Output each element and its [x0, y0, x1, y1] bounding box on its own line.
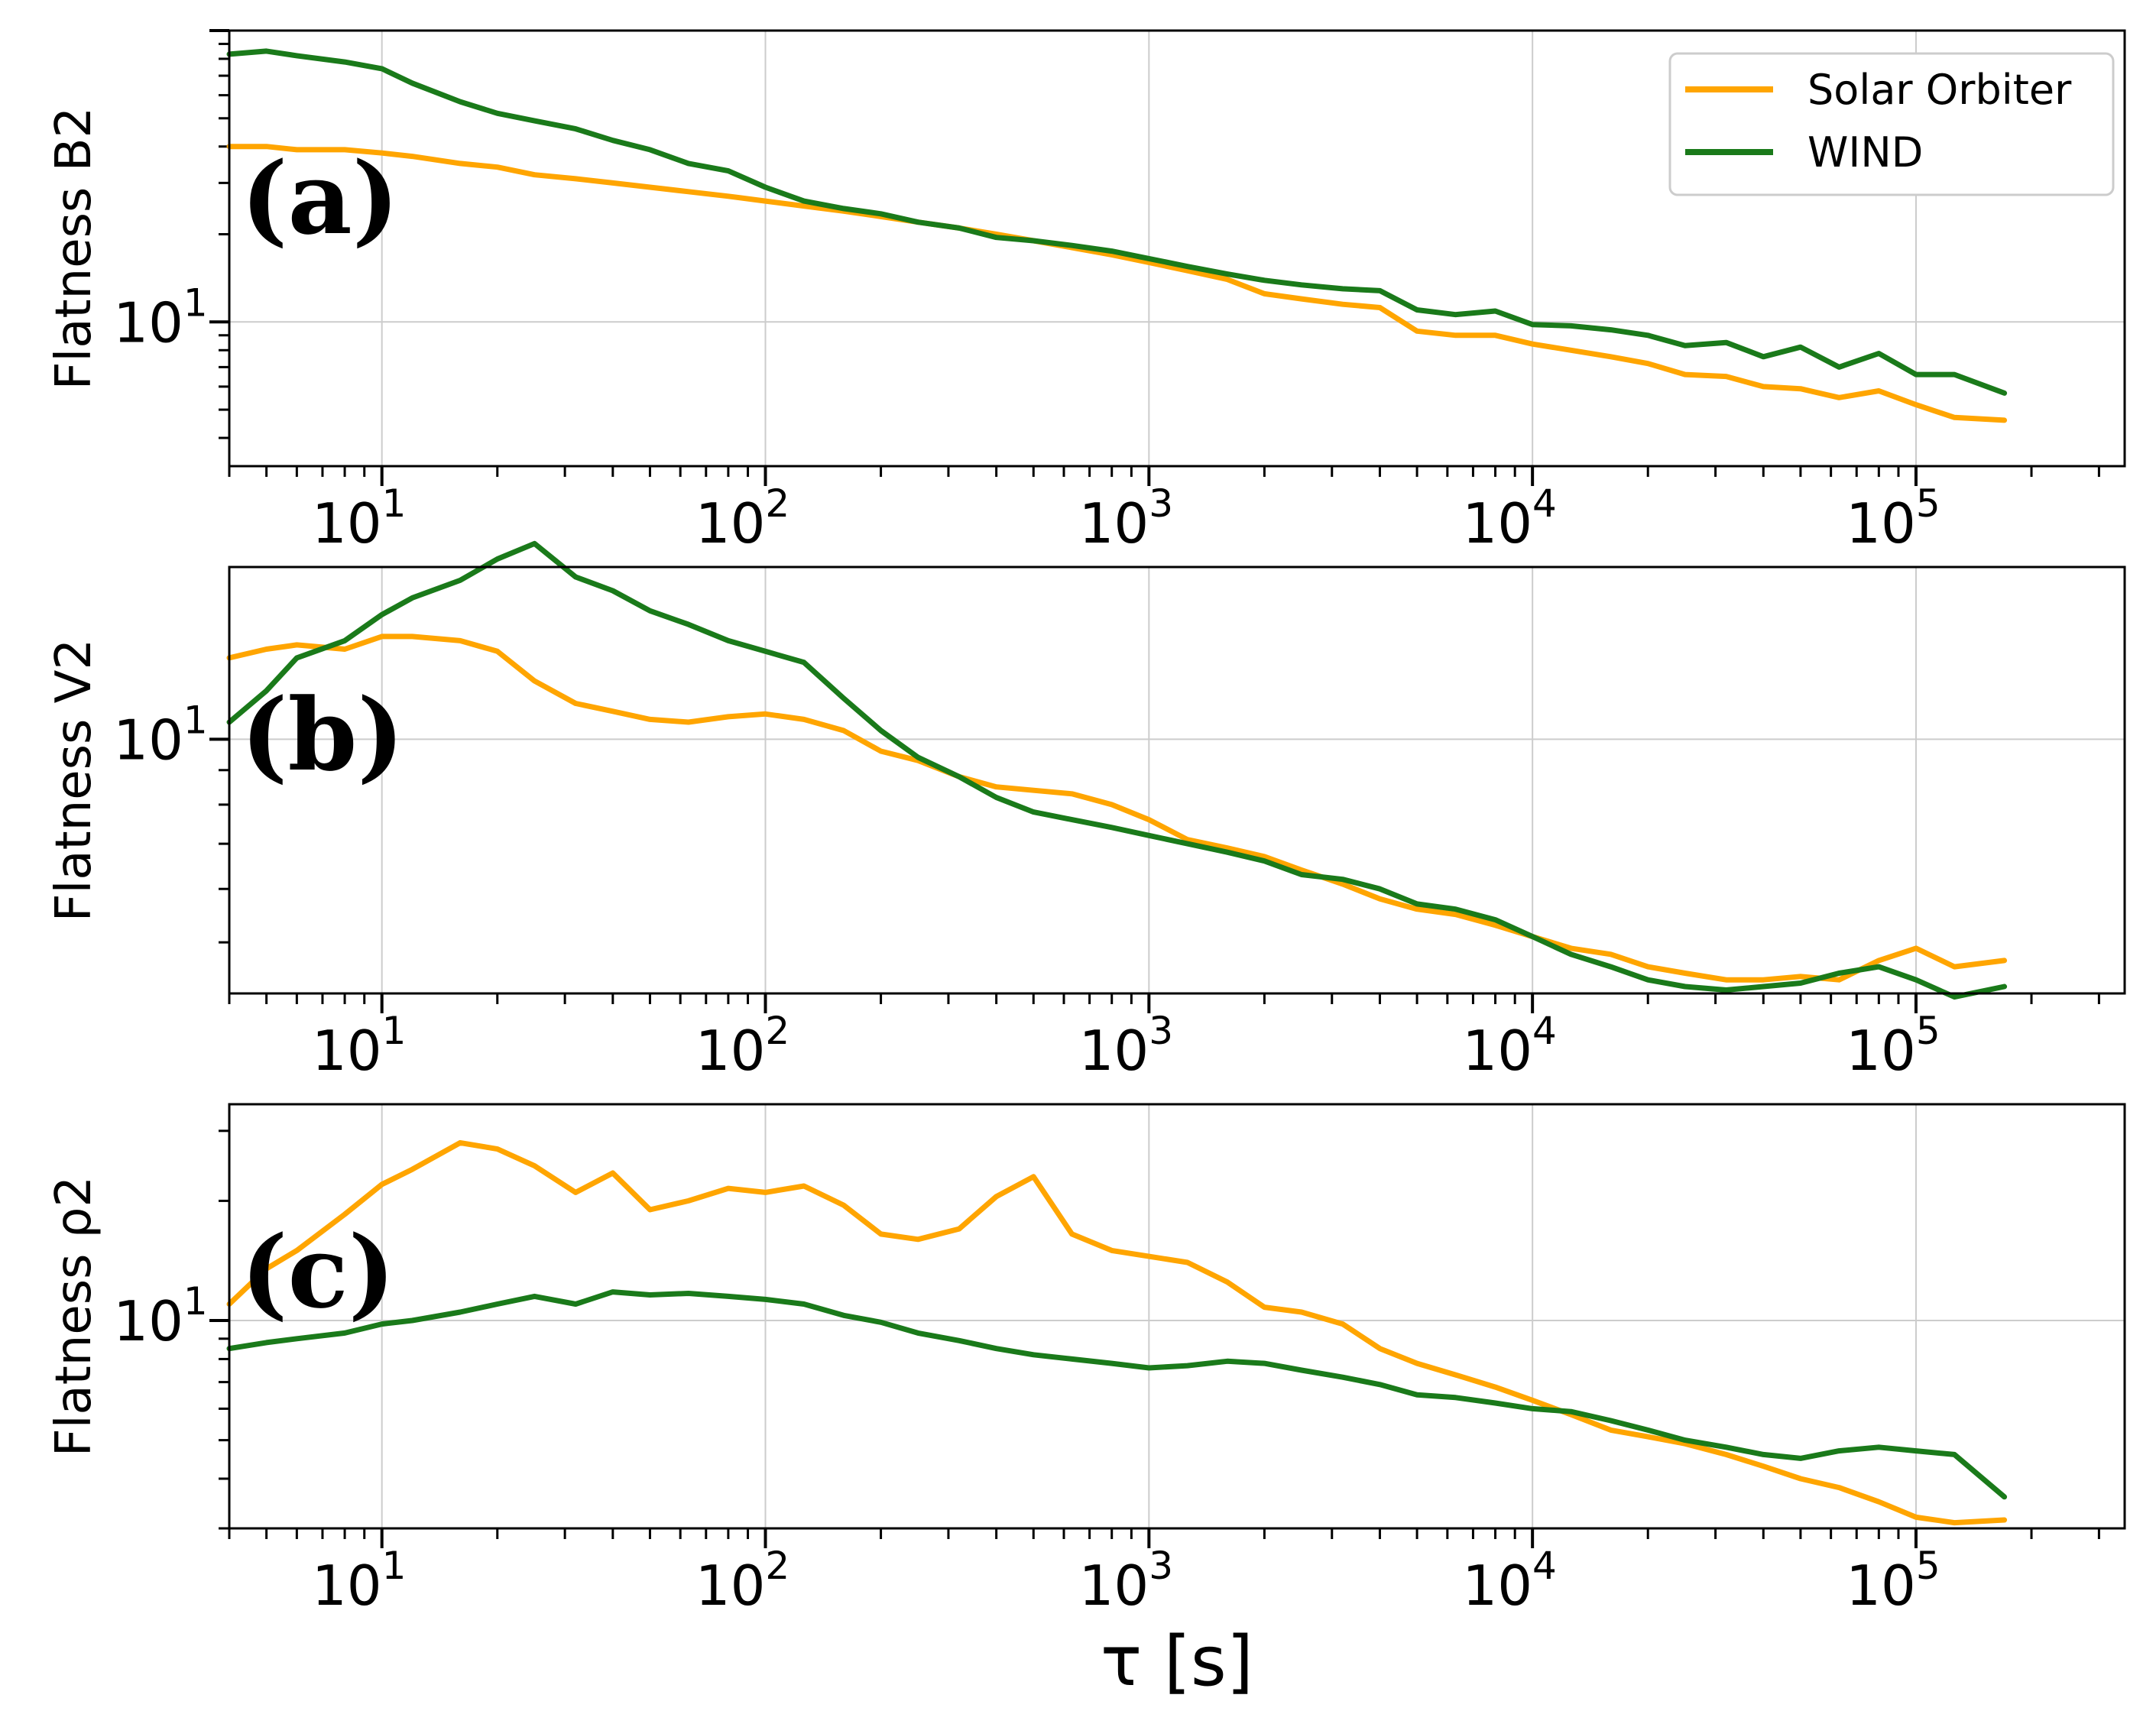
- x-tick-label-exp: 5: [1916, 1544, 1940, 1588]
- x-tick-label: 105: [1846, 1009, 1940, 1083]
- legend-label-solar-orbiter: Solar Orbiter: [1807, 66, 2072, 114]
- x-tick-label-base: 10: [1462, 1019, 1532, 1083]
- series-line-solar-orbiter: [226, 1139, 2008, 1526]
- series-line-wind: [226, 48, 2008, 396]
- x-tick-label-exp: 3: [1149, 1544, 1173, 1588]
- x-tick-label: 101: [312, 481, 406, 556]
- x-tick-label-base: 10: [1846, 491, 1916, 556]
- legend-label-wind: WIND: [1807, 128, 1923, 177]
- y-tick-label-exp: 1: [183, 1279, 208, 1324]
- y-tick-label-exp: 1: [183, 698, 208, 742]
- x-tick-label-exp: 1: [382, 1544, 407, 1588]
- series-line-solar-orbiter: [226, 144, 2008, 423]
- y-tick-label-base: 10: [113, 290, 183, 355]
- panel-label: (a): [241, 140, 399, 257]
- x-tick-label: 104: [1462, 1009, 1556, 1083]
- x-tick-label-base: 10: [1462, 1554, 1532, 1618]
- x-tick-label: 101: [312, 1544, 406, 1618]
- x-tick-label-exp: 1: [382, 481, 407, 526]
- x-tick-label: 102: [695, 1544, 789, 1618]
- y-tick-label-base: 10: [113, 708, 183, 772]
- plot-frame: [228, 29, 2126, 468]
- x-tick-label-base: 10: [695, 1019, 766, 1083]
- panel-label: (c): [241, 1214, 395, 1330]
- x-tick-label: 102: [695, 1009, 789, 1083]
- x-tick-label-base: 10: [1846, 1554, 1916, 1618]
- x-tick-label-base: 10: [1079, 1554, 1149, 1618]
- series-line-solar-orbiter: [226, 634, 2008, 983]
- series-line-wind: [226, 540, 2008, 1000]
- y-axis-label: Flatness V2: [46, 639, 102, 922]
- x-tick-label-base: 10: [312, 1019, 382, 1083]
- x-tick-label: 105: [1846, 1544, 1940, 1618]
- x-tick-label-exp: 2: [765, 1009, 789, 1053]
- x-tick-label-exp: 5: [1916, 481, 1940, 526]
- y-axis-label: Flatness ρ2: [46, 1176, 102, 1457]
- x-tick-label: 103: [1079, 1009, 1173, 1083]
- x-tick-label-exp: 4: [1532, 1544, 1557, 1588]
- panel-label: (b): [241, 676, 404, 793]
- x-tick-label-base: 10: [695, 1554, 766, 1618]
- x-tick-label: 101: [312, 1009, 406, 1083]
- x-tick-label-exp: 2: [765, 1544, 789, 1588]
- x-tick-label-exp: 4: [1532, 481, 1557, 526]
- y-tick-label: 101: [113, 698, 207, 772]
- x-tick-label-base: 10: [312, 491, 382, 556]
- legend: Solar Orbiter WIND: [1668, 52, 2115, 196]
- legend-box: [1668, 52, 2115, 196]
- y-axis-label: Flatness B2: [46, 107, 102, 390]
- x-tick-label-base: 10: [1846, 1019, 1916, 1083]
- y-tick-label: 101: [113, 280, 207, 355]
- x-tick-label-base: 10: [1079, 1019, 1149, 1083]
- y-tick-label-exp: 1: [183, 280, 208, 325]
- x-tick-label-exp: 5: [1916, 1009, 1940, 1053]
- x-tick-label: 102: [695, 481, 789, 556]
- x-tick-label-exp: 3: [1149, 1009, 1173, 1053]
- y-tick-label-base: 10: [113, 1289, 183, 1353]
- x-tick-label-base: 10: [1079, 491, 1149, 556]
- y-tick-label: 101: [113, 1279, 207, 1353]
- x-tick-label: 104: [1462, 481, 1556, 556]
- x-tick-label-exp: 2: [765, 481, 789, 526]
- x-tick-label: 103: [1079, 1544, 1173, 1618]
- x-tick-label-exp: 1: [382, 1009, 407, 1053]
- x-axis-label: τ [s]: [1101, 1622, 1253, 1702]
- x-tick-label: 105: [1846, 481, 1940, 556]
- x-tick-label-exp: 3: [1149, 481, 1173, 526]
- x-tick-label-base: 10: [1462, 491, 1532, 556]
- plot-frame: [228, 1103, 2126, 1530]
- plot-frame: [228, 565, 2126, 995]
- x-tick-label: 103: [1079, 481, 1173, 556]
- x-tick-label: 104: [1462, 1544, 1556, 1618]
- x-tick-label-base: 10: [312, 1554, 382, 1618]
- x-tick-label-exp: 4: [1532, 1009, 1557, 1053]
- x-tick-label-base: 10: [695, 491, 766, 556]
- series-line-wind: [226, 1289, 2008, 1500]
